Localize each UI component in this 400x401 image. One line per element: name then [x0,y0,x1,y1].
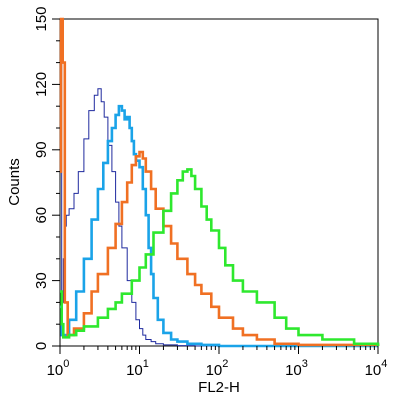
x-tick-label: 103 [285,358,308,379]
x-tick-exponent: 0 [63,358,69,370]
x-tick-exponent: 3 [302,358,308,370]
x-tick-label: 104 [365,358,388,379]
x-tick-base: 10 [365,362,382,379]
x-tick-label: 101 [126,358,149,379]
x-tick-label: 102 [206,358,229,379]
y-tick-label: 30 [33,272,50,289]
histogram-series-1 [60,18,378,347]
x-tick-base: 10 [126,362,143,379]
y-tick-label: 150 [33,6,50,31]
y-tick-label: 0 [33,342,50,350]
y-tick-label: 120 [33,72,50,97]
x-tick-label: 100 [47,358,70,379]
x-tick-base: 10 [206,362,223,379]
x-tick-exponent: 2 [222,358,228,370]
plot-frame [59,18,379,347]
x-axis-title: FL2-H [198,379,240,396]
histogram-series-2 [60,104,378,348]
x-tick-exponent: 4 [381,358,387,370]
y-tick-label: 90 [33,141,50,158]
y-axis-title: Counts [6,158,23,206]
x-tick-base: 10 [285,362,302,379]
histogram-series-4 [60,168,380,346]
y-axis-ticks: 0 30 60 90 120 150 [33,6,60,350]
y-tick-label: 60 [33,207,50,224]
x-axis-ticks: 100 101 102 103 104 [47,346,388,379]
x-tick-exponent: 1 [143,358,149,370]
series-layer [59,17,380,348]
x-tick-base: 10 [47,362,64,379]
